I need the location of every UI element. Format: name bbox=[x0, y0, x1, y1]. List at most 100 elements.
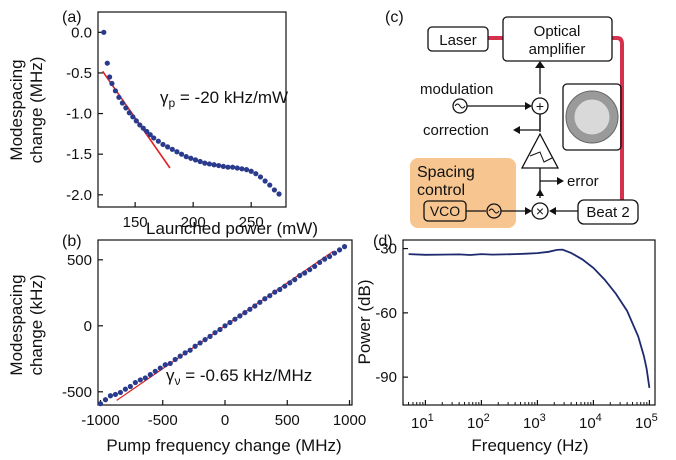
laser-label: Laser bbox=[439, 32, 477, 49]
data-point bbox=[116, 94, 122, 100]
panel-b-points bbox=[97, 244, 348, 407]
arrow-right-icon bbox=[525, 207, 532, 215]
data-point bbox=[202, 160, 208, 166]
data-point bbox=[234, 165, 240, 171]
data-point bbox=[132, 379, 138, 386]
panel-b-x-ticks: -1000 -500 0 500 1000 bbox=[81, 400, 366, 429]
correction-line bbox=[520, 114, 541, 131]
panel-d-ylabel: Power (dB) bbox=[355, 279, 374, 364]
data-point bbox=[192, 157, 199, 163]
resonator-inner bbox=[573, 98, 611, 136]
data-point bbox=[282, 283, 288, 289]
data-point bbox=[262, 178, 268, 184]
resonator-box bbox=[562, 83, 622, 151]
mixer-node bbox=[531, 202, 549, 220]
y-tick-label: -1.5 bbox=[66, 146, 92, 163]
data-point bbox=[292, 277, 298, 283]
data-point bbox=[217, 326, 223, 333]
data-point bbox=[326, 253, 333, 260]
panel-d-xlabel: Frequency (Hz) bbox=[471, 436, 588, 455]
panel-a-points bbox=[101, 29, 282, 197]
data-point bbox=[237, 313, 243, 319]
x-tick-label: 103 bbox=[523, 412, 546, 432]
data-point bbox=[174, 149, 180, 155]
y-tick-label: 0.0 bbox=[71, 24, 92, 41]
data-point bbox=[341, 244, 348, 250]
data-point bbox=[169, 146, 175, 152]
panel-a: (a) 0.0 -0.5 -1.0 -1.5 -2.0 150 200 250 Modesp… bbox=[7, 9, 318, 238]
data-point bbox=[232, 316, 238, 322]
x-tick-label: 1000 bbox=[333, 412, 366, 429]
panel-d: (d) -30 -60 -90 101 102 103 104 105 Power (dB)… bbox=[355, 233, 658, 455]
data-point bbox=[322, 256, 328, 262]
data-point bbox=[187, 347, 193, 353]
data-point bbox=[302, 270, 308, 276]
data-point bbox=[140, 125, 146, 131]
sine-wave-icon bbox=[454, 103, 466, 109]
data-point bbox=[130, 114, 136, 120]
data-point bbox=[126, 110, 132, 116]
data-point bbox=[167, 360, 173, 367]
y-tick-label: 500 bbox=[67, 252, 92, 269]
x-tick-label: 0 bbox=[221, 412, 229, 429]
data-point bbox=[177, 353, 183, 359]
data-point bbox=[101, 29, 107, 35]
data-point bbox=[183, 154, 189, 160]
data-point bbox=[257, 174, 264, 180]
data-point bbox=[107, 393, 114, 399]
data-point bbox=[109, 80, 115, 87]
data-point bbox=[188, 155, 194, 161]
data-point bbox=[248, 168, 254, 174]
panel-a-frame bbox=[97, 11, 287, 208]
y-tick-label: -90 bbox=[375, 369, 397, 386]
data-point bbox=[331, 250, 338, 256]
data-point bbox=[267, 293, 273, 299]
panel-d-label: (d) bbox=[373, 233, 393, 250]
data-point bbox=[225, 164, 231, 170]
y-tick-label: -60 bbox=[375, 305, 397, 322]
y-tick-label: -0.5 bbox=[66, 65, 92, 82]
correction-label: correction bbox=[423, 122, 489, 139]
data-point bbox=[142, 375, 148, 381]
panel-a-xlabel: Launched power (mW) bbox=[146, 219, 318, 238]
arrow-right-icon bbox=[525, 102, 532, 110]
data-point bbox=[197, 340, 203, 346]
panel-a-label: (a) bbox=[62, 9, 82, 26]
data-point bbox=[216, 162, 222, 169]
data-point bbox=[307, 267, 313, 273]
data-point bbox=[242, 310, 248, 316]
data-point bbox=[206, 161, 213, 167]
fiber-path bbox=[488, 36, 624, 200]
data-point bbox=[207, 333, 213, 339]
data-point bbox=[155, 138, 161, 144]
arrow-right-icon bbox=[557, 177, 564, 185]
data-point bbox=[144, 128, 150, 135]
panel-c-schematic: (c) Laser Optical amplifier modulation +… bbox=[385, 9, 639, 228]
y-tick-label: -30 bbox=[375, 241, 397, 258]
data-point bbox=[287, 280, 293, 286]
x-tick-label: 150 bbox=[123, 214, 148, 231]
mixer-symbol: × bbox=[536, 203, 544, 219]
data-point bbox=[178, 151, 185, 157]
modulation-label: modulation bbox=[420, 81, 493, 98]
data-point bbox=[137, 122, 143, 128]
data-point bbox=[220, 163, 226, 169]
data-point bbox=[192, 343, 198, 349]
sum-symbol: + bbox=[536, 98, 544, 114]
data-point bbox=[227, 319, 233, 326]
panel-d-y-ticks: -30 -60 -90 bbox=[375, 241, 408, 386]
arrow-left-icon bbox=[549, 207, 556, 215]
panel-d-frame bbox=[402, 239, 656, 406]
y-tick-label: 0 bbox=[84, 318, 92, 335]
data-point bbox=[271, 187, 277, 193]
data-point bbox=[147, 132, 153, 138]
data-point bbox=[147, 372, 153, 378]
data-point bbox=[276, 191, 282, 197]
panel-b: (b) 500 0 -500 -1000 -500 0 500 1000 Modespaci… bbox=[7, 233, 366, 455]
sine-wave-icon bbox=[488, 208, 500, 214]
data-point bbox=[172, 356, 178, 363]
panel-b-y-ticks: 500 0 -500 bbox=[62, 252, 103, 401]
y-tick-label: -500 bbox=[62, 384, 92, 401]
